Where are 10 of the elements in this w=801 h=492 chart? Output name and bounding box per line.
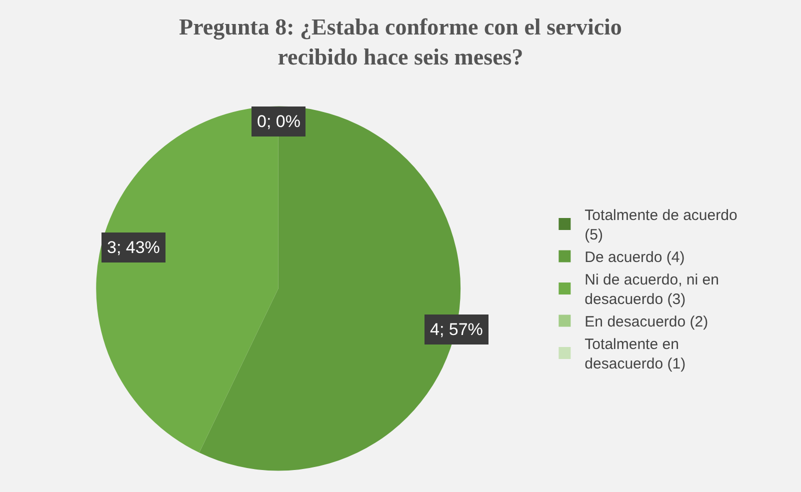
data-label: 4; 57% (430, 320, 483, 339)
chart-title: Pregunta 8: ¿Estaba conforme con el servicio recibido hace seis meses? (179, 14, 622, 70)
text: 0; 0% (257, 112, 300, 131)
pie-slice (96, 106, 278, 453)
legend-label: Totalmente de acuerdo (5) (584, 207, 738, 244)
data-label: 3; 43% (107, 238, 160, 257)
legend-label: De acuerdo (4) (584, 249, 685, 266)
legend-label: En desacuerdo (2) (584, 314, 708, 331)
legend-label: Ni de acuerdo, ni en desacuerdo (3) (584, 272, 719, 308)
legend-label: Totalmente en desacuerdo (1) (584, 336, 686, 373)
